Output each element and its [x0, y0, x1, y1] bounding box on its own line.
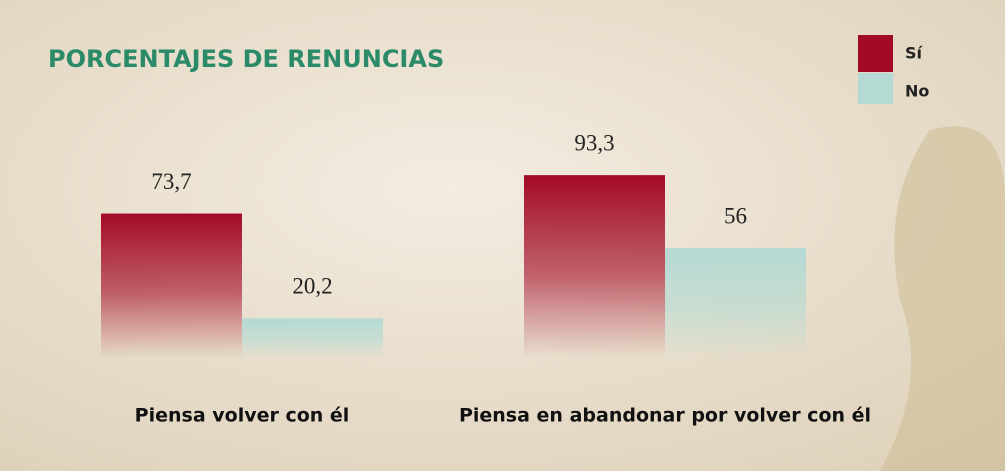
bar — [665, 248, 806, 358]
value-label: 93,3 — [574, 130, 614, 155]
category-label: Piensa en abandonar por volver con él — [459, 405, 871, 427]
chart-title: PORCENTAJES DE RENUNCIAS — [48, 45, 444, 73]
legend-label: Sí — [905, 44, 924, 63]
bar — [101, 213, 242, 358]
bar — [242, 318, 383, 358]
value-label: 56 — [724, 204, 747, 229]
bar — [524, 175, 665, 358]
value-label: 73,7 — [151, 169, 191, 194]
leaf-decoration — [880, 126, 1005, 471]
legend-label: No — [905, 82, 929, 101]
category-label: Piensa volver con él — [135, 405, 350, 427]
value-label: 20,2 — [292, 274, 332, 299]
legend-swatch — [858, 73, 893, 104]
legend-swatch — [858, 35, 893, 72]
